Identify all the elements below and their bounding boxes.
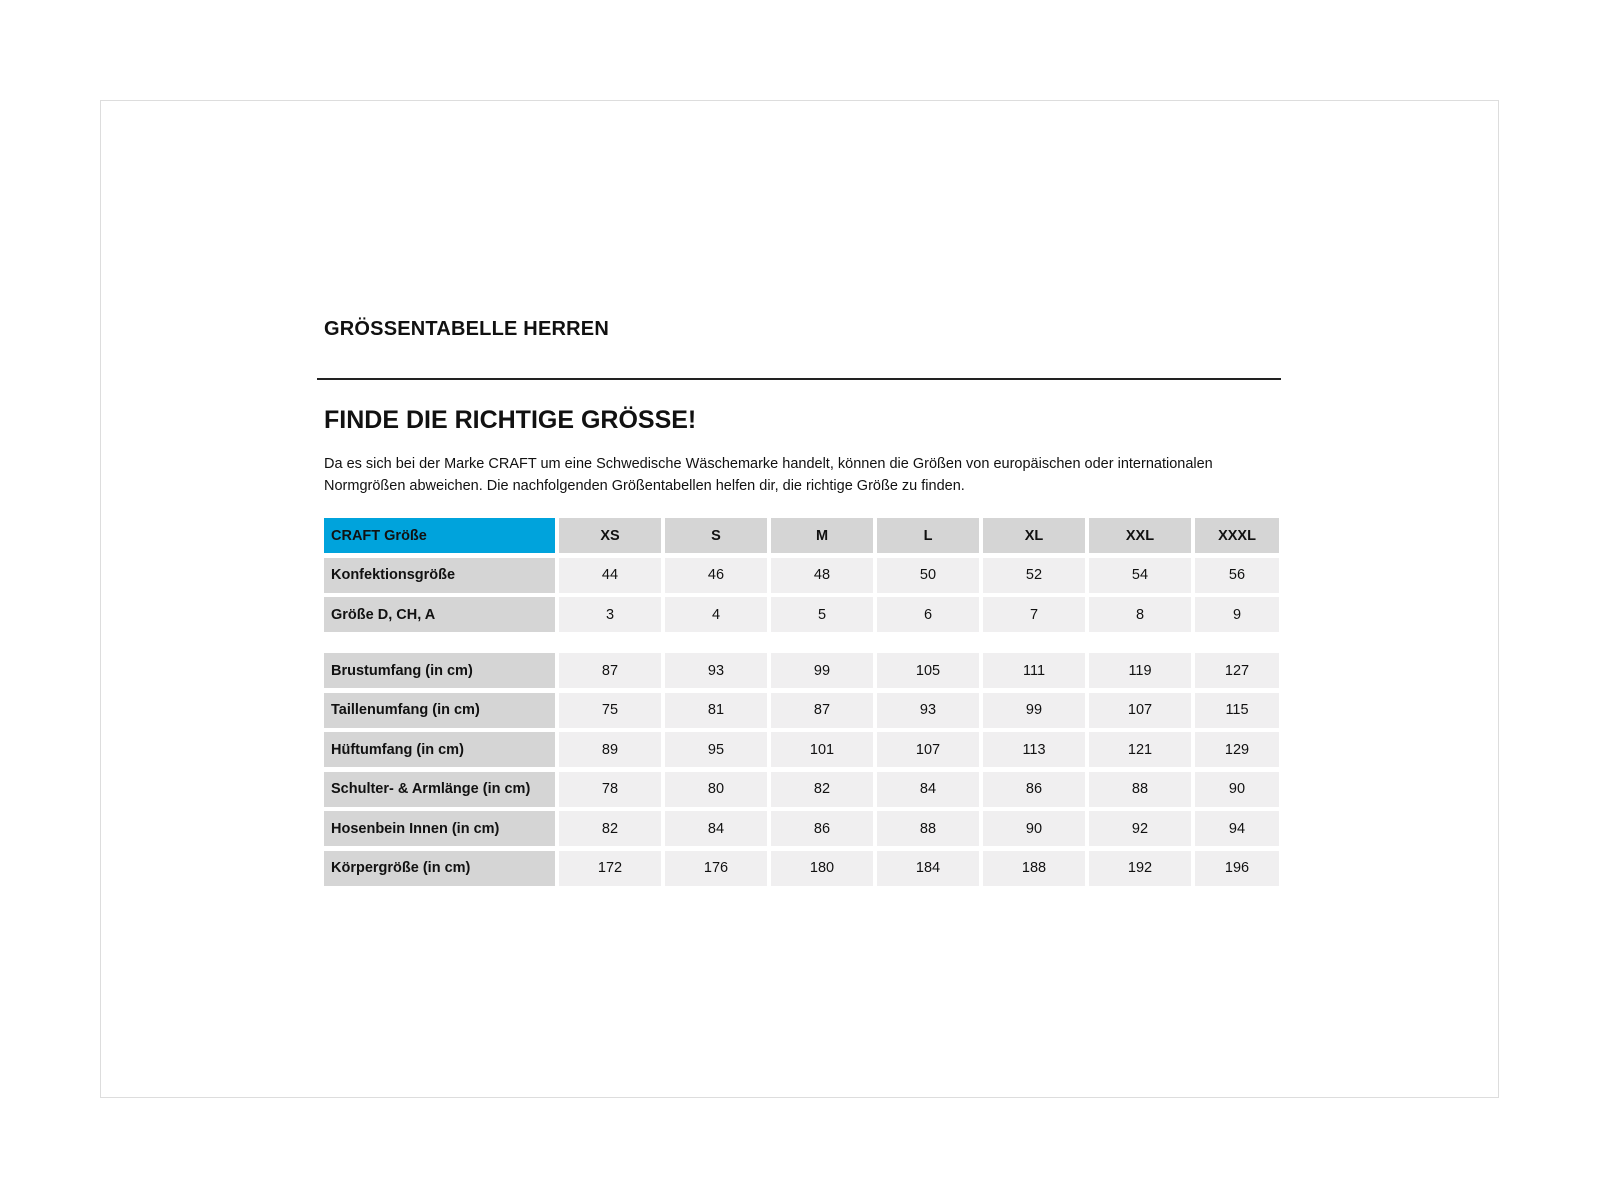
table-cell: 93 xyxy=(665,653,767,688)
table-cell: 113 xyxy=(983,732,1085,767)
header-size-xxl: XXL xyxy=(1089,518,1191,553)
header-size-xl: XL xyxy=(983,518,1085,553)
table-cell: 92 xyxy=(1089,811,1191,846)
table-cell: 90 xyxy=(983,811,1085,846)
table-header-row: CRAFT Größe XS S M L XL XXL XXXL xyxy=(324,518,1279,553)
table-cell: 192 xyxy=(1089,850,1191,886)
section-heading: FINDE DIE RICHTIGE GRÖSSE! xyxy=(324,406,697,434)
table-row: Brustumfang (in cm) 87 93 99 105 111 119 127 xyxy=(324,653,1279,688)
table-cell: 44 xyxy=(559,557,661,593)
table-cell: 129 xyxy=(1195,732,1279,767)
table-cell: 75 xyxy=(559,692,661,728)
table-row: Hosenbein Innen (in cm) 82 84 86 88 90 92 94 xyxy=(324,811,1279,846)
table-cell: 78 xyxy=(559,771,661,807)
table-cell: 80 xyxy=(665,771,767,807)
table-cell: 90 xyxy=(1195,771,1279,807)
table-cell: 99 xyxy=(983,692,1085,728)
table-cell: 52 xyxy=(983,557,1085,593)
intro-text: Da es sich bei der Marke CRAFT um eine S… xyxy=(324,456,1213,494)
size-table: CRAFT Größe XS S M L XL XXL XXXL Konfektionsgr… xyxy=(324,518,1279,890)
header-size-xs: XS xyxy=(559,518,661,553)
header-size-l: L xyxy=(877,518,979,553)
table-cell: 94 xyxy=(1195,811,1279,846)
header-size-xxxl: XXXL xyxy=(1195,518,1279,553)
table-cell: 54 xyxy=(1089,557,1191,593)
header-size-m: M xyxy=(771,518,873,553)
table-cell: 88 xyxy=(1089,771,1191,807)
table-row: Hüftumfang (in cm) 89 95 101 107 113 121 129 xyxy=(324,732,1279,767)
row-label: Hüftumfang (in cm) xyxy=(324,732,555,767)
table-cell: 84 xyxy=(665,811,767,846)
table-cell: 105 xyxy=(877,653,979,688)
table-cell: 184 xyxy=(877,850,979,886)
table-cell: 84 xyxy=(877,771,979,807)
table-cell: 3 xyxy=(559,597,661,632)
table-cell: 95 xyxy=(665,732,767,767)
table-row: Taillenumfang (in cm) 75 81 87 93 99 107 115 xyxy=(324,692,1279,728)
table-cell: 5 xyxy=(771,597,873,632)
table-row: Konfektionsgröße 44 46 48 50 52 54 56 xyxy=(324,557,1279,593)
table-cell: 7 xyxy=(983,597,1085,632)
table-cell: 188 xyxy=(983,850,1085,886)
table-cell: 99 xyxy=(771,653,873,688)
table-cell: 87 xyxy=(771,692,873,728)
table-cell: 107 xyxy=(877,732,979,767)
header-size-s: S xyxy=(665,518,767,553)
table-cell: 6 xyxy=(877,597,979,632)
table-cell: 172 xyxy=(559,850,661,886)
content-card xyxy=(100,100,1499,1098)
row-label: Größe D, CH, A xyxy=(324,597,555,632)
table-cell: 48 xyxy=(771,557,873,593)
table-cell: 82 xyxy=(559,811,661,846)
table-row: Körpergröße (in cm) 172 176 180 184 188 192 196 xyxy=(324,850,1279,886)
page-title: GRÖSSENTABELLE HERREN xyxy=(324,318,609,340)
table-row: Schulter- & Armlänge (in cm) 78 80 82 84 86 88… xyxy=(324,771,1279,807)
table-cell: 121 xyxy=(1089,732,1191,767)
table-cell: 87 xyxy=(559,653,661,688)
row-label: Schulter- & Armlänge (in cm) xyxy=(324,771,555,807)
table-cell: 46 xyxy=(665,557,767,593)
header-label: CRAFT Größe xyxy=(324,518,555,553)
table-cell: 196 xyxy=(1195,850,1279,886)
table-cell: 82 xyxy=(771,771,873,807)
table-cell: 9 xyxy=(1195,597,1279,632)
table-cell: 8 xyxy=(1089,597,1191,632)
row-label: Brustumfang (in cm) xyxy=(324,653,555,688)
row-label: Körpergröße (in cm) xyxy=(324,850,555,886)
table-cell: 119 xyxy=(1089,653,1191,688)
table-cell: 176 xyxy=(665,850,767,886)
table-cell: 81 xyxy=(665,692,767,728)
table-cell: 115 xyxy=(1195,692,1279,728)
table-cell: 88 xyxy=(877,811,979,846)
divider xyxy=(317,378,1281,380)
table-cell: 89 xyxy=(559,732,661,767)
row-label: Taillenumfang (in cm) xyxy=(324,692,555,728)
table-cell: 101 xyxy=(771,732,873,767)
table-cell: 50 xyxy=(877,557,979,593)
row-label: Hosenbein Innen (in cm) xyxy=(324,811,555,846)
table-cell: 56 xyxy=(1195,557,1279,593)
table-cell: 93 xyxy=(877,692,979,728)
table-cell: 180 xyxy=(771,850,873,886)
table-cell: 111 xyxy=(983,653,1085,688)
table-cell: 86 xyxy=(983,771,1085,807)
table-cell: 86 xyxy=(771,811,873,846)
table-cell: 4 xyxy=(665,597,767,632)
table-cell: 127 xyxy=(1195,653,1279,688)
table-cell: 107 xyxy=(1089,692,1191,728)
row-label: Konfektionsgröße xyxy=(324,557,555,593)
